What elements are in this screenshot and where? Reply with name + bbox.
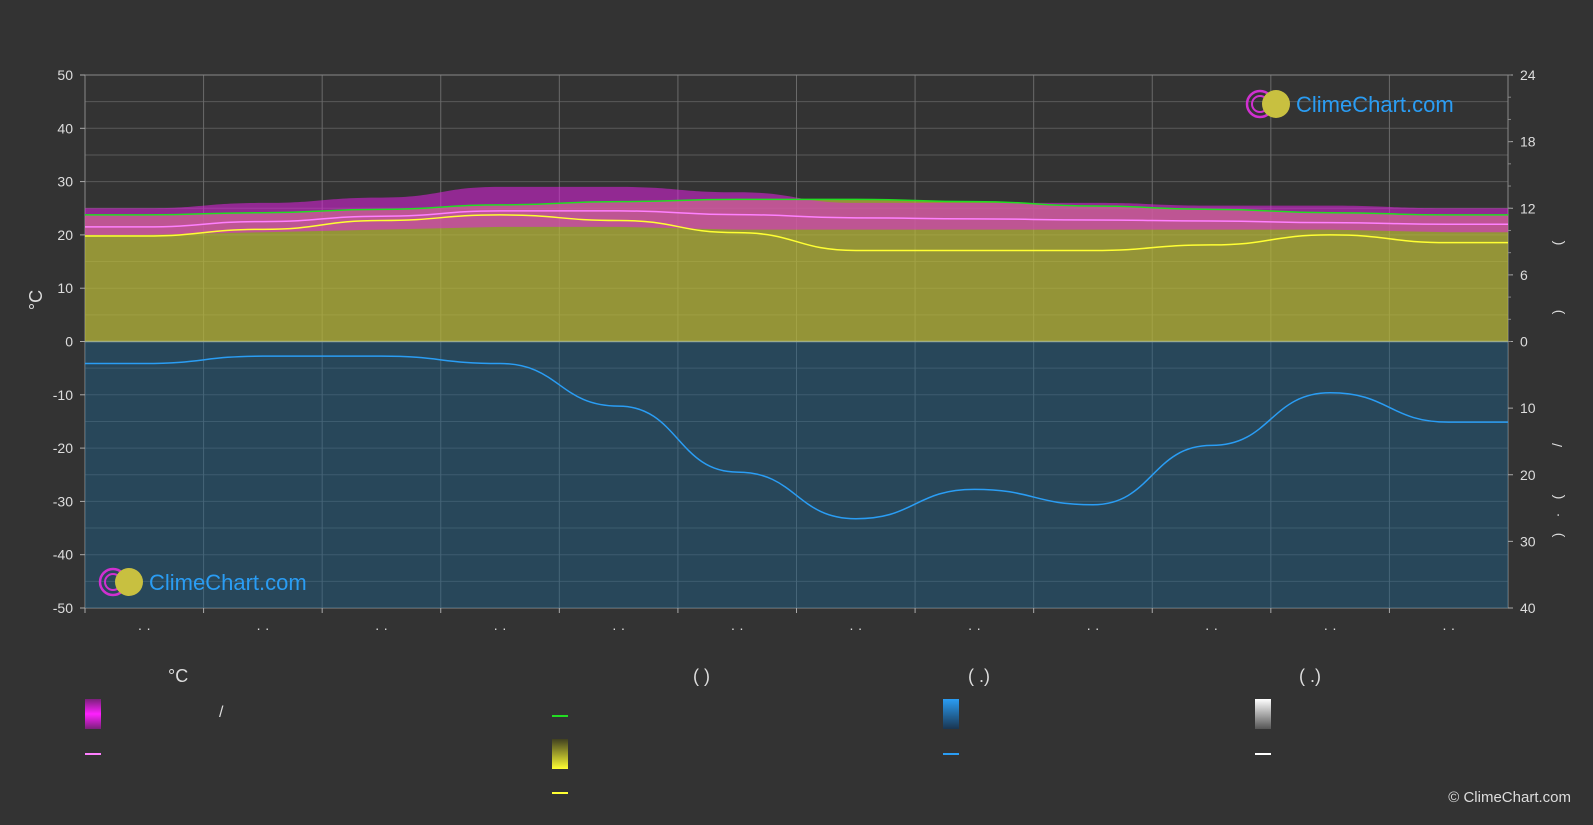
x-month-label: · · — [1205, 620, 1218, 636]
y-left-tick-label: -40 — [53, 547, 73, 563]
x-month-label: · · — [849, 620, 862, 636]
x-month-label: · · — [968, 620, 981, 636]
y-right-top-tick-label: 0 — [1520, 334, 1528, 350]
x-month-label: · · — [375, 620, 388, 636]
daylight-line — [85, 198, 1508, 216]
y-right-title-fragment: ) — [1549, 533, 1565, 538]
x-month-label: · · — [1324, 620, 1337, 636]
y-right-title-fragment: ( — [1549, 494, 1565, 499]
logo-sun-icon — [1262, 90, 1290, 118]
logo-text-bottom: ClimeChart.com — [149, 570, 307, 595]
y-left-tick-label: -10 — [53, 387, 73, 403]
y-right-top-tick-label: 24 — [1520, 67, 1536, 83]
precipitation-area — [85, 341, 1508, 608]
legend-swatch-temp-range — [85, 699, 101, 729]
copyright-text: © ClimeChart.com — [1448, 789, 1571, 806]
y-left-tick-label: 30 — [57, 174, 73, 190]
precipitation-line — [84, 355, 1508, 520]
chart-axes: 50 40 30 20 10 0 -10 -20 -30 -40 -50 24 18 12 6 0 10 20 30… — [53, 67, 1565, 636]
legend-header-precipitation: ( .) — [968, 666, 990, 686]
y-right-title-fragment: · — [1549, 513, 1565, 518]
y-left-tick-label: 50 — [57, 67, 73, 83]
legend-header-daylight: ( ) — [693, 666, 710, 686]
y-right-title-fragment: / — [1549, 443, 1565, 447]
x-month-label: · · — [1086, 620, 1099, 636]
y-right-title-fragment: ( — [1549, 240, 1565, 245]
logo-top: ClimeChart.com — [1245, 89, 1454, 119]
y-left-tick-label: 10 — [57, 280, 73, 296]
y-right-top-tick-label: 6 — [1520, 267, 1528, 283]
x-month-label: · · — [731, 620, 744, 636]
legend-slash: / — [219, 704, 224, 721]
legend-swatch-daylight — [552, 715, 568, 717]
legend-swatch-precip-range — [943, 699, 959, 729]
legend-swatch-sunshine-range — [552, 739, 568, 769]
avg-temperature-line — [85, 210, 1508, 228]
y-right-bottom-tick-label: 10 — [1520, 400, 1536, 416]
legend-swatch-snow-range — [1255, 699, 1271, 729]
x-month-label: · · — [612, 620, 625, 636]
legend-header-snow: ( .) — [1299, 666, 1321, 686]
y-axis-left-title: °C — [26, 290, 46, 310]
logo-sun-icon — [115, 568, 143, 596]
legend-swatch-precip — [943, 753, 959, 755]
sunshine-area — [85, 199, 1508, 342]
legend-swatch-snow — [1255, 753, 1271, 755]
y-right-top-tick-label: 12 — [1520, 200, 1536, 216]
legend-header-temperature: °C — [168, 666, 189, 686]
x-month-label: · · — [493, 620, 506, 636]
y-right-bottom-tick-label: 30 — [1520, 533, 1536, 549]
logo-text-top: ClimeChart.com — [1296, 92, 1454, 117]
y-right-bottom-tick-label: 20 — [1520, 467, 1536, 483]
y-left-tick-label: -50 — [53, 600, 73, 616]
y-right-title-fragment: ) — [1549, 310, 1565, 315]
temperature-range-band — [85, 186, 1508, 235]
y-left-tick-label: 20 — [57, 227, 73, 243]
y-left-tick-label: -30 — [53, 493, 73, 509]
x-month-label: · · — [256, 620, 269, 636]
y-left-tick-label: -20 — [53, 440, 73, 456]
legend-swatch-sunshine — [552, 792, 568, 794]
y-right-top-tick-label: 18 — [1520, 134, 1536, 150]
sunshine-line — [84, 214, 1508, 252]
logo-bottom: ClimeChart.com — [98, 567, 307, 597]
y-left-tick-label: 0 — [65, 334, 73, 350]
legend-swatch-avg-temp — [85, 753, 101, 755]
y-left-tick-label: 40 — [57, 120, 73, 136]
x-month-label: · · — [1442, 620, 1455, 636]
chart-lines — [84, 198, 1508, 520]
x-month-label: · · — [138, 620, 151, 636]
chart-fills — [85, 186, 1508, 608]
y-right-bottom-tick-label: 40 — [1520, 600, 1536, 616]
